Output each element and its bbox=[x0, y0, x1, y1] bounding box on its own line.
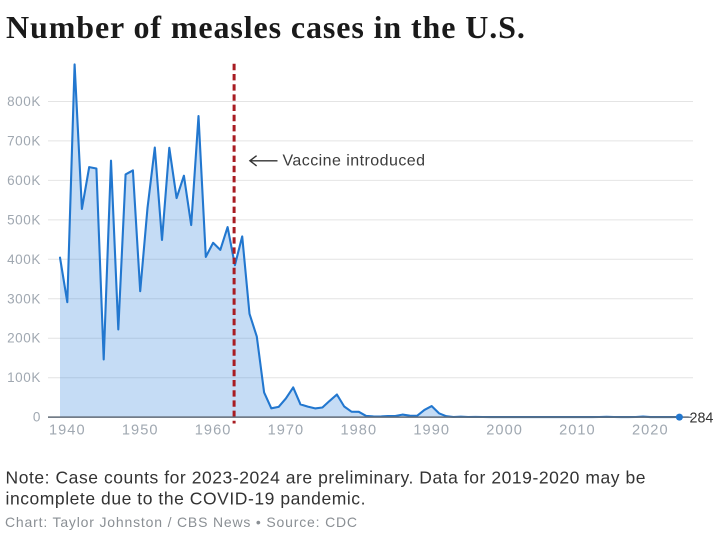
svg-text:1940: 1940 bbox=[49, 422, 86, 438]
svg-text:2010: 2010 bbox=[559, 422, 596, 438]
svg-text:800K: 800K bbox=[7, 94, 41, 109]
svg-text:1980: 1980 bbox=[340, 422, 377, 438]
svg-text:284: 284 bbox=[690, 410, 714, 426]
svg-text:200K: 200K bbox=[7, 331, 41, 346]
svg-text:300K: 300K bbox=[7, 291, 41, 306]
svg-text:1960: 1960 bbox=[195, 422, 232, 438]
svg-text:1990: 1990 bbox=[413, 422, 450, 438]
svg-text:100K: 100K bbox=[7, 370, 41, 385]
svg-text:500K: 500K bbox=[7, 212, 41, 227]
svg-text:400K: 400K bbox=[7, 252, 41, 267]
svg-text:700K: 700K bbox=[7, 133, 41, 148]
svg-text:incomplete due to the COVID-19: incomplete due to the COVID-19 pandemic. bbox=[6, 488, 367, 508]
svg-text:2020: 2020 bbox=[632, 422, 669, 438]
svg-text:1950: 1950 bbox=[122, 422, 159, 438]
svg-text:Chart: Taylor Johnston / CBS N: Chart: Taylor Johnston / CBS News • Sour… bbox=[5, 514, 358, 530]
svg-text:1970: 1970 bbox=[268, 422, 305, 438]
svg-text:2000: 2000 bbox=[486, 422, 523, 438]
svg-text:Number of measles cases in the: Number of measles cases in the U.S. bbox=[6, 9, 526, 45]
svg-text:0: 0 bbox=[33, 410, 41, 425]
svg-text:Note: Case counts for 2023-202: Note: Case counts for 2023-2024 are prel… bbox=[6, 467, 647, 487]
svg-text:600K: 600K bbox=[7, 173, 41, 188]
svg-text:Vaccine introduced: Vaccine introduced bbox=[283, 153, 426, 170]
